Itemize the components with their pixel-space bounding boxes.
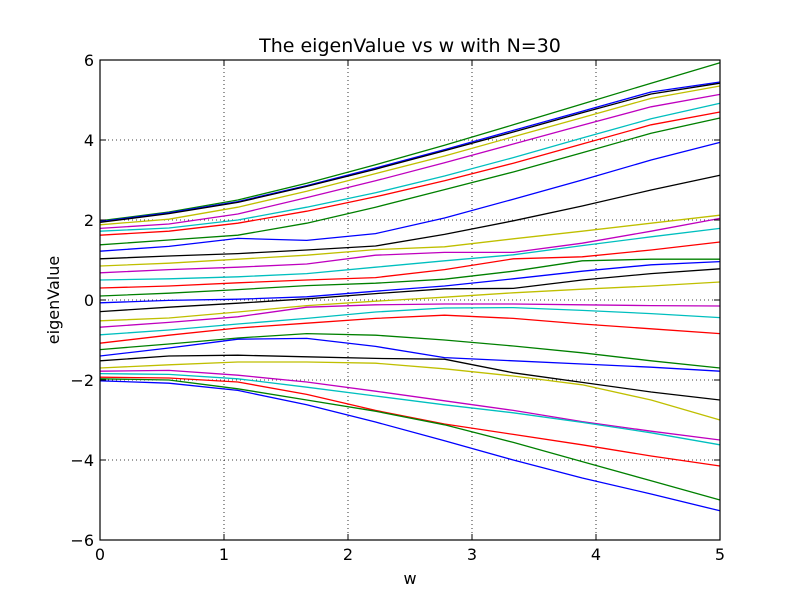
series-line-30 — [99, 380, 721, 512]
tick-layer: 0 1 2 3 4 5 −6 −4 −2 0 2 4 6 — [70, 51, 725, 564]
series-line-7 — [99, 111, 721, 236]
series-line-20 — [99, 306, 721, 336]
series-layer — [99, 62, 721, 512]
series-line-10 — [99, 174, 721, 260]
series-line-19 — [99, 303, 721, 328]
series-line-11 — [99, 214, 721, 267]
series-line-14 — [99, 241, 721, 289]
x-tick-label: 4 — [591, 545, 601, 564]
series-line-6 — [99, 102, 721, 232]
series-line-23 — [99, 337, 721, 372]
series-line-12 — [99, 217, 721, 274]
series-line-24 — [99, 354, 721, 401]
y-tick-label: 6 — [84, 51, 94, 70]
series-line-29 — [99, 378, 721, 501]
series-line-2 — [99, 81, 721, 223]
series-line-5 — [99, 93, 721, 230]
series-line-9 — [99, 141, 721, 252]
series-line-25 — [99, 361, 721, 421]
series-line-4 — [99, 85, 721, 226]
y-tick-label: −2 — [70, 371, 94, 390]
series-line-8 — [99, 117, 721, 246]
series-line-1 — [99, 62, 721, 222]
y-tick-label: 0 — [84, 291, 94, 310]
x-tick-label: 1 — [219, 545, 229, 564]
series-line-15 — [99, 258, 720, 297]
y-tick-label: 2 — [84, 211, 94, 230]
series-line-21 — [99, 314, 721, 344]
series-line-13 — [99, 227, 721, 281]
series-line-26 — [99, 369, 721, 441]
x-tick-label: 5 — [715, 545, 725, 564]
series-line-18 — [99, 281, 721, 322]
y-tick-label: 4 — [84, 131, 94, 150]
series-line-27 — [99, 372, 721, 446]
series-line-17 — [99, 268, 721, 313]
y-tick-label: −4 — [70, 451, 94, 470]
series-line-3 — [99, 82, 721, 224]
series-line-22 — [99, 332, 721, 369]
y-tick-label: −6 — [70, 531, 94, 550]
x-tick-label: 3 — [467, 545, 477, 564]
x-tick-label: 2 — [343, 545, 353, 564]
series-line-16 — [99, 260, 721, 304]
series-line-28 — [99, 376, 721, 467]
chart-title: The eigenValue vs w with N=30 — [258, 35, 561, 57]
x-tick-label: 0 — [95, 545, 105, 564]
x-axis-label: w — [403, 569, 416, 588]
y-axis-label: eigenValue — [44, 256, 63, 344]
